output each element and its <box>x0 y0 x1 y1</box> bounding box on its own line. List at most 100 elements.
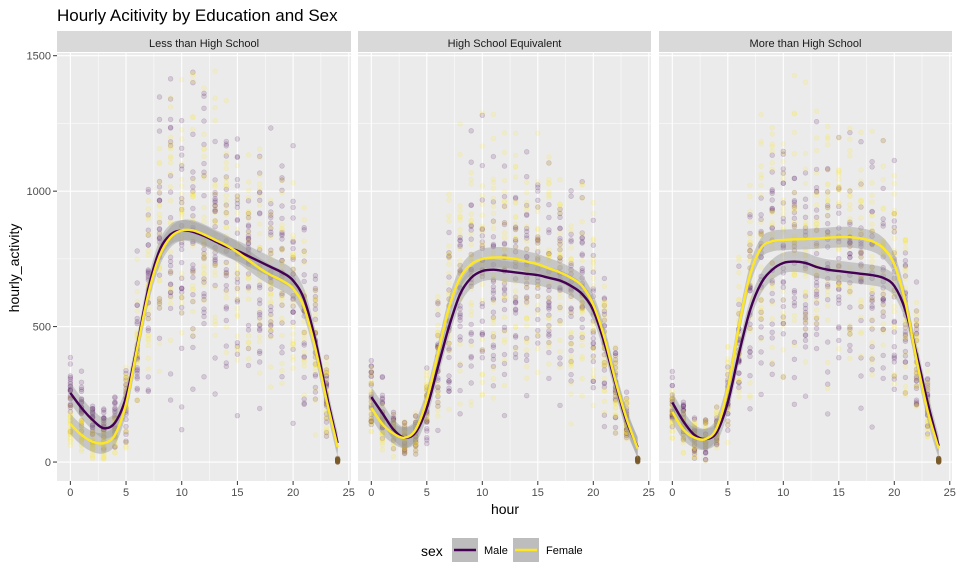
observation-point <box>769 208 775 215</box>
observation-point <box>669 388 675 394</box>
observation-point <box>290 354 296 360</box>
observation-point <box>780 211 786 218</box>
observation-point <box>924 376 931 382</box>
observation-point <box>145 252 152 258</box>
observation-point <box>290 303 296 309</box>
observation-point <box>512 214 519 220</box>
observation-point <box>390 415 397 421</box>
observation-point <box>212 198 218 204</box>
observation-point <box>869 367 875 373</box>
observation-point <box>780 279 786 286</box>
observation-point <box>368 418 374 424</box>
observation-point <box>268 280 274 286</box>
observation-point <box>836 282 842 288</box>
observation-point <box>579 275 585 281</box>
observation-point <box>512 235 519 242</box>
legend: sex Male Female <box>421 538 583 562</box>
observation-point <box>413 410 419 416</box>
observation-point <box>435 301 441 307</box>
observation-point <box>791 189 798 196</box>
observation-point <box>568 353 574 359</box>
observation-point <box>546 252 552 258</box>
observation-point <box>891 218 897 224</box>
observation-point <box>780 320 786 327</box>
observation-point <box>490 317 497 323</box>
observation-point <box>78 418 85 424</box>
observation-point <box>446 378 452 384</box>
observation-point <box>78 441 85 448</box>
observation-point <box>245 195 252 201</box>
observation-point <box>579 251 585 257</box>
observation-point <box>824 284 831 290</box>
observation-point <box>257 300 263 307</box>
observation-point <box>813 214 820 221</box>
observation-point <box>702 424 709 431</box>
observation-point <box>234 217 241 224</box>
observation-point <box>401 423 408 429</box>
observation-point <box>490 363 497 370</box>
observation-point <box>257 278 263 284</box>
observation-point <box>813 166 820 173</box>
observation-point <box>245 152 252 158</box>
observation-point <box>424 381 430 387</box>
observation-point <box>323 373 330 379</box>
observation-point <box>390 446 397 452</box>
observation-point <box>802 326 809 333</box>
observation-point <box>167 258 174 265</box>
observation-point <box>123 364 129 370</box>
observation-point <box>368 401 374 407</box>
observation-point <box>201 237 207 244</box>
observation-point <box>167 397 174 403</box>
observation-point <box>902 276 909 282</box>
observation-point <box>913 377 920 384</box>
observation-point <box>368 373 374 379</box>
observation-point <box>446 388 452 394</box>
observation-point <box>824 220 831 227</box>
observation-point <box>257 339 263 345</box>
observation-point <box>190 332 196 338</box>
observation-point <box>479 245 485 252</box>
observation-point <box>201 204 207 211</box>
observation-point <box>546 160 552 166</box>
observation-point <box>523 204 530 210</box>
observation-point <box>401 443 408 449</box>
observation-point <box>858 264 864 270</box>
observation-point <box>813 279 820 286</box>
observation-point <box>446 289 452 295</box>
observation-point <box>223 150 230 157</box>
observation-point <box>824 181 831 187</box>
observation-point <box>123 372 129 379</box>
observation-point <box>301 328 307 334</box>
observation-point <box>869 297 875 303</box>
observation-point <box>535 266 541 272</box>
observation-point <box>279 315 285 322</box>
observation-point <box>612 411 619 418</box>
observation-point <box>758 304 764 310</box>
observation-point <box>847 239 853 245</box>
observation-point <box>880 137 886 144</box>
observation-point <box>780 314 786 320</box>
observation-point <box>858 204 864 210</box>
smooth-line-male <box>370 268 639 448</box>
observation-point <box>713 440 720 446</box>
observation-point <box>78 420 85 426</box>
observation-point <box>523 363 530 370</box>
observation-point <box>579 304 585 310</box>
observation-point <box>201 175 207 181</box>
observation-point <box>546 324 552 330</box>
observation-point <box>769 260 775 266</box>
observation-point <box>424 418 430 424</box>
observation-point <box>579 308 585 314</box>
observation-point <box>401 440 408 446</box>
observation-point <box>223 175 230 181</box>
observation-point <box>836 242 842 249</box>
observation-point <box>891 371 897 377</box>
observation-point <box>546 312 552 318</box>
observation-point <box>702 427 709 433</box>
observation-point <box>179 235 185 241</box>
observation-point <box>802 312 809 318</box>
observation-point <box>413 413 419 419</box>
observation-point <box>468 283 474 289</box>
observation-point <box>891 289 897 296</box>
observation-point <box>457 207 463 214</box>
